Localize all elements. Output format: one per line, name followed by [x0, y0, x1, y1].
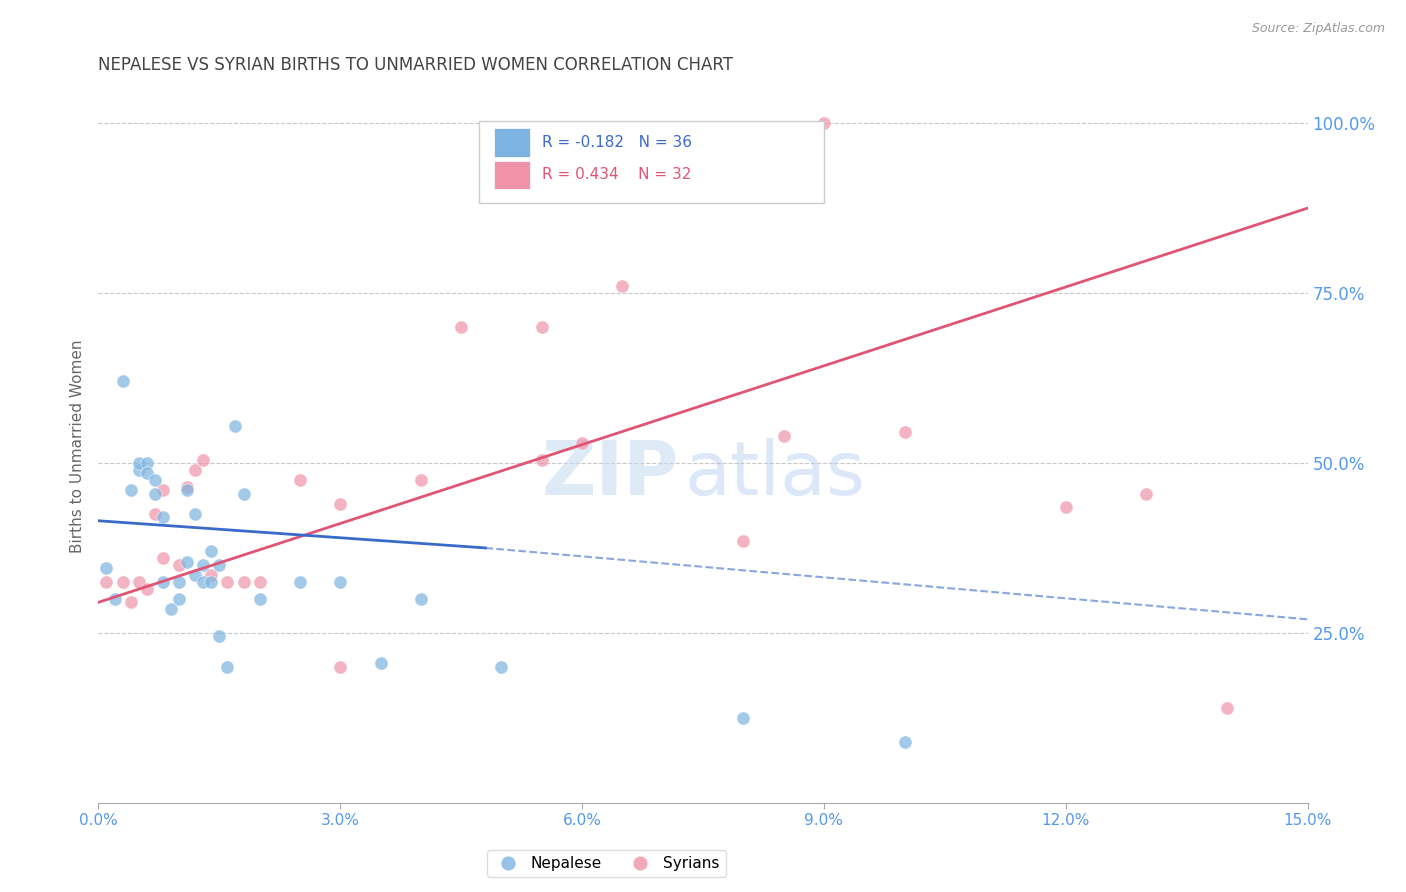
- Point: [135, 456, 157, 470]
- Point: [1054, 500, 1077, 515]
- Point: [208, 629, 231, 643]
- Point: [128, 574, 150, 589]
- Text: R = -0.182   N = 36: R = -0.182 N = 36: [543, 136, 692, 150]
- Point: [224, 418, 246, 433]
- Point: [329, 660, 352, 674]
- Point: [111, 375, 134, 389]
- Point: [409, 591, 432, 606]
- Point: [184, 568, 207, 582]
- Point: [733, 711, 755, 725]
- Point: [152, 483, 174, 498]
- Point: [733, 534, 755, 549]
- FancyBboxPatch shape: [479, 121, 824, 203]
- Point: [176, 483, 198, 498]
- Point: [152, 574, 174, 589]
- Point: [167, 558, 190, 572]
- Point: [217, 660, 239, 674]
- Point: [135, 466, 157, 480]
- Text: NEPALESE VS SYRIAN BIRTHS TO UNMARRIED WOMEN CORRELATION CHART: NEPALESE VS SYRIAN BIRTHS TO UNMARRIED W…: [98, 56, 734, 74]
- Point: [288, 473, 311, 487]
- Point: [160, 602, 183, 616]
- Point: [193, 452, 215, 467]
- FancyBboxPatch shape: [494, 128, 530, 157]
- Point: [329, 497, 352, 511]
- Point: [96, 561, 118, 575]
- Point: [1216, 700, 1239, 714]
- Point: [249, 574, 271, 589]
- Point: [217, 574, 239, 589]
- Point: [120, 595, 142, 609]
- Point: [184, 507, 207, 521]
- Point: [893, 425, 915, 440]
- Point: [893, 734, 915, 748]
- Point: [409, 473, 432, 487]
- Point: [184, 463, 207, 477]
- Point: [176, 480, 198, 494]
- Point: [193, 574, 215, 589]
- Point: [128, 456, 150, 470]
- Text: R = 0.434    N = 32: R = 0.434 N = 32: [543, 168, 692, 182]
- Point: [772, 429, 794, 443]
- Point: [200, 544, 222, 558]
- Point: [167, 574, 190, 589]
- Point: [208, 558, 231, 572]
- Point: [249, 591, 271, 606]
- Point: [571, 435, 593, 450]
- Text: atlas: atlas: [685, 438, 866, 511]
- Point: [530, 320, 553, 334]
- Point: [143, 473, 166, 487]
- Point: [612, 279, 634, 293]
- Point: [288, 574, 311, 589]
- Point: [96, 574, 118, 589]
- Point: [232, 574, 254, 589]
- Y-axis label: Births to Unmarried Women: Births to Unmarried Women: [69, 339, 84, 553]
- Point: [167, 591, 190, 606]
- Point: [813, 116, 835, 130]
- Point: [530, 452, 553, 467]
- Point: [176, 555, 198, 569]
- Point: [152, 551, 174, 566]
- Point: [120, 483, 142, 498]
- Point: [370, 657, 392, 671]
- Point: [103, 591, 125, 606]
- Point: [143, 486, 166, 500]
- Point: [111, 574, 134, 589]
- Point: [1135, 486, 1157, 500]
- Point: [329, 574, 352, 589]
- Point: [491, 660, 513, 674]
- Point: [193, 558, 215, 572]
- Point: [450, 320, 472, 334]
- Point: [128, 463, 150, 477]
- Legend: Nepalese, Syrians: Nepalese, Syrians: [486, 850, 725, 877]
- Point: [152, 510, 174, 524]
- Text: ZIP: ZIP: [541, 438, 679, 511]
- Point: [135, 582, 157, 596]
- Point: [200, 574, 222, 589]
- Point: [143, 507, 166, 521]
- Point: [200, 568, 222, 582]
- Point: [232, 486, 254, 500]
- Text: Source: ZipAtlas.com: Source: ZipAtlas.com: [1251, 22, 1385, 36]
- FancyBboxPatch shape: [494, 161, 530, 189]
